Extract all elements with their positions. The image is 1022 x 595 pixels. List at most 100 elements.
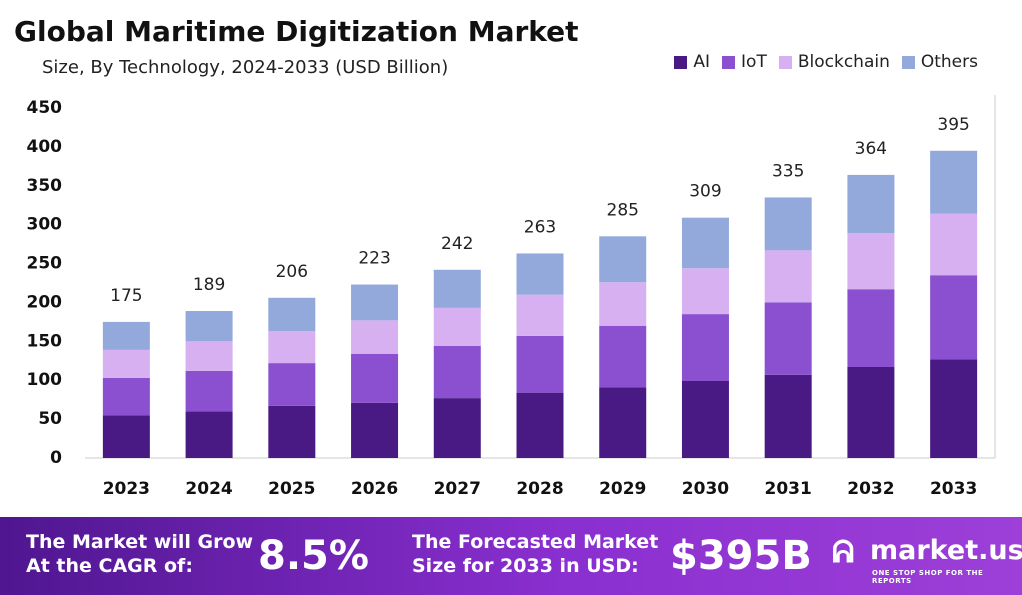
bar-segment — [599, 387, 647, 458]
line: The Market will Grow — [26, 531, 254, 553]
bar-segment — [433, 346, 481, 399]
line: The Forecasted Market — [412, 531, 659, 553]
bar-segment — [351, 284, 399, 321]
y-tick-label: 100 — [27, 370, 63, 390]
bar-segment — [351, 320, 399, 354]
bar-segment — [516, 253, 564, 295]
bar-segment — [516, 335, 564, 393]
x-tick-label: 2025 — [268, 479, 315, 499]
legend: AI IoT Blockchain Others — [674, 52, 978, 72]
y-tick-label: 200 — [27, 292, 63, 312]
y-tick-label: 50 — [38, 409, 62, 429]
bar-segment — [433, 307, 481, 346]
x-tick-label: 2031 — [765, 479, 812, 499]
chart-title: Global Maritime Digitization Market — [14, 15, 579, 48]
bar-segment — [599, 325, 647, 388]
total-label: 242 — [441, 234, 473, 254]
bar-segment — [433, 269, 481, 308]
bar-segment — [599, 282, 647, 326]
bar-segment — [764, 374, 812, 458]
bar-segment — [102, 415, 150, 458]
bar-segment — [930, 275, 978, 360]
line: Size for 2033 in USD: — [412, 555, 639, 577]
legend-label: AI — [693, 52, 711, 72]
bar-segment — [847, 367, 895, 458]
x-tick-label: 2026 — [351, 479, 398, 499]
legend-label: Blockchain — [797, 52, 890, 72]
legend-swatch — [674, 55, 688, 69]
tagline: ONE STOP SHOP FOR THE REPORTS — [872, 569, 984, 585]
y-tick-label: 250 — [27, 254, 63, 274]
line: At the CAGR of: — [26, 555, 193, 577]
bar-segment — [102, 349, 150, 378]
total-label: 395 — [937, 115, 969, 135]
bar-segment — [102, 377, 150, 416]
bar-segment — [268, 405, 316, 458]
legend-label: Others — [920, 52, 978, 72]
total-label: 189 — [193, 275, 225, 295]
legend-item: Blockchain — [778, 52, 890, 72]
bar-segment — [185, 370, 233, 412]
total-label: 263 — [524, 217, 556, 237]
bar-segment — [764, 302, 812, 375]
legend-item: IoT — [722, 52, 767, 72]
bar-segment — [847, 289, 895, 367]
legend-swatch — [901, 55, 915, 69]
cagr-value: 8.5% — [258, 533, 369, 579]
legend-swatch — [722, 55, 736, 69]
forecast-value: $395B — [670, 533, 812, 579]
bar-segment — [847, 233, 895, 290]
cagr-text: The Market will Grow At the CAGR of: — [26, 530, 253, 578]
x-tick-label: 2032 — [847, 479, 894, 499]
bar-segment — [681, 217, 729, 269]
total-label: 175 — [110, 286, 142, 306]
brand-logo: ᕱ — [832, 535, 855, 570]
total-label: 206 — [276, 262, 308, 282]
footer-banner: The Market will Grow At the CAGR of: 8.5%… — [0, 517, 1022, 595]
bar-segment — [185, 411, 233, 458]
bar-segment — [185, 311, 233, 342]
y-tick-label: 400 — [27, 137, 63, 157]
bar-segment — [930, 150, 978, 214]
bar-segment — [351, 353, 399, 403]
forecast-text: The Forecasted Market Size for 2033 in US… — [412, 530, 658, 578]
bar-segment — [930, 213, 978, 276]
x-tick-label: 2023 — [103, 479, 150, 499]
total-label: 285 — [607, 200, 639, 220]
bar-segment — [681, 314, 729, 381]
chart-subtitle: Size, By Technology, 2024-2033 (USD Bill… — [42, 57, 448, 78]
bar-segment — [102, 321, 150, 350]
x-tick-label: 2024 — [185, 479, 232, 499]
bar-segment — [681, 268, 729, 315]
y-tick-label: 0 — [50, 448, 62, 468]
bar-segment — [599, 236, 647, 283]
bar-segment — [764, 250, 812, 303]
y-tick-label: 150 — [27, 331, 63, 351]
bar-segment — [516, 294, 564, 336]
chart: Global Maritime Digitization Market Size… — [14, 15, 996, 499]
bar-segment — [268, 363, 316, 406]
legend-item: Others — [901, 52, 978, 72]
legend-swatch — [778, 55, 792, 69]
x-tick-label: 2027 — [434, 479, 481, 499]
y-tick-label: 350 — [27, 176, 63, 196]
total-label: 309 — [689, 182, 721, 202]
x-tick-label: 2028 — [516, 479, 563, 499]
legend-label: IoT — [741, 52, 767, 72]
total-label: 364 — [855, 139, 887, 159]
bar-segment — [351, 402, 399, 458]
bar-segment — [681, 381, 729, 458]
bar-segment — [930, 359, 978, 458]
legend-item: AI — [674, 52, 710, 72]
bar-segment — [516, 392, 564, 458]
total-label: 223 — [358, 249, 390, 269]
x-tick-label: 2029 — [599, 479, 646, 499]
bar-segment — [847, 174, 895, 234]
bar-segment — [268, 331, 316, 364]
bar-segment — [268, 297, 316, 332]
bar-segment — [185, 341, 233, 371]
y-tick-label: 450 — [27, 98, 63, 118]
y-tick-label: 300 — [27, 215, 63, 235]
bar-segment — [764, 197, 812, 251]
